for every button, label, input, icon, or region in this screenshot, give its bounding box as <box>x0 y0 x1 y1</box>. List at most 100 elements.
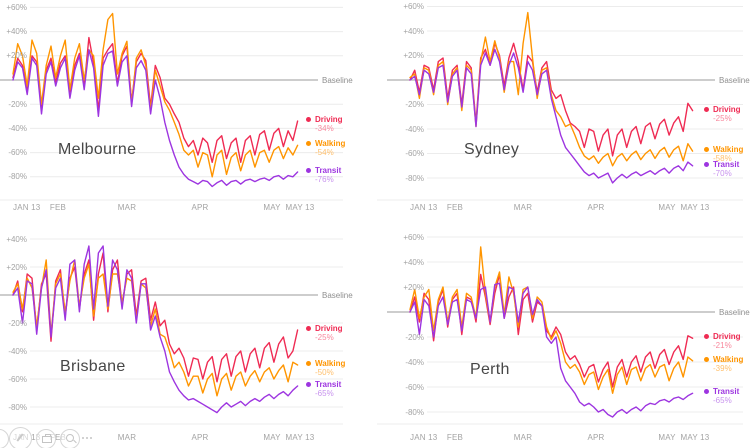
legend-series-value: -70% <box>713 169 732 178</box>
city-label-perth: Perth <box>470 361 510 378</box>
legend-series-name: Transit <box>315 166 342 175</box>
x-axis-label: MAY <box>658 433 676 442</box>
legend-series-value: -54% <box>315 148 334 157</box>
legend-series-value: -39% <box>713 364 732 373</box>
driving-legend-dot <box>306 117 311 122</box>
y-axis-label: +20% <box>6 263 27 272</box>
melbourne-plot <box>0 6 343 201</box>
y-axis-label: +60% <box>403 233 424 242</box>
x-axis-label: MAR <box>513 433 533 442</box>
sydney-plot <box>377 6 743 201</box>
chart-melbourne: Melbourne +60% +40% +20% -20% -40% -60% -80% Ba… <box>0 0 377 224</box>
legend-series-name: Walking <box>713 145 744 154</box>
x-axis-label: FEB <box>446 433 464 442</box>
x-axis-label: MAY 13 <box>680 203 710 212</box>
x-axis-label: MAY <box>658 203 676 212</box>
transit-line <box>409 282 694 418</box>
x-axis-label: MAY 13 <box>285 203 315 212</box>
legend-walking: Walking -39% <box>704 355 743 373</box>
toolbar-button-partial[interactable] <box>0 429 9 448</box>
y-axis-label: -40% <box>405 125 424 134</box>
driving-line <box>409 42 694 157</box>
y-axis-label: -60% <box>405 383 424 392</box>
x-axis-label: JAN 13 <box>410 433 438 442</box>
y-axis-label: +40% <box>6 27 27 36</box>
legend-series-value: -34% <box>315 124 334 133</box>
share-icon[interactable] <box>9 427 32 448</box>
search-icon-glyph <box>66 434 74 442</box>
legend-series-name: Driving <box>713 105 741 114</box>
city-label-melbourne: Melbourne <box>58 141 137 158</box>
legend-driving: Driving -25% <box>306 324 343 342</box>
walking-legend-dot <box>306 361 311 366</box>
x-axis-label: MAY 13 <box>285 433 315 442</box>
y-axis-label: +20% <box>403 51 424 60</box>
legend-series-name: Transit <box>713 160 740 169</box>
walking-legend-dot <box>306 141 311 146</box>
perth-plot <box>377 236 743 425</box>
x-axis-label: MAR <box>117 433 137 442</box>
x-axis-label: MAY <box>263 203 281 212</box>
x-axis-label: APR <box>587 433 605 442</box>
legend-series-name: Driving <box>713 332 741 341</box>
legend-series-value: -25% <box>713 114 732 123</box>
legend-driving: Driving -34% <box>306 115 343 133</box>
y-axis-label: +60% <box>6 3 27 12</box>
y-axis-label: +40% <box>403 258 424 267</box>
y-axis-label: -20% <box>8 319 27 328</box>
baseline-label: Baseline <box>719 308 750 317</box>
x-axis-label: MAY 13 <box>680 433 710 442</box>
legend-series-name: Transit <box>713 387 740 396</box>
y-axis-label: -60% <box>8 375 27 384</box>
x-axis-label: FEB <box>446 203 464 212</box>
driving-line <box>12 36 299 164</box>
transit-line <box>12 245 299 414</box>
legend-series-name: Walking <box>713 355 744 364</box>
y-axis-label: +60% <box>403 2 424 11</box>
transit-legend-dot <box>704 389 709 394</box>
walking-line <box>409 246 694 395</box>
y-axis-label: -40% <box>8 124 27 133</box>
chart-brisbane: Brisbane +40% +20% -20% -40% -60% -80% Baselin… <box>0 224 377 448</box>
search-icon[interactable] <box>60 429 80 448</box>
walking-legend-dot <box>704 147 709 152</box>
chart-sydney: Sydney +60% +40% +20% -20% -40% -60% -80% Basel… <box>377 0 754 224</box>
legend-series-value: -76% <box>315 175 334 184</box>
legend-transit: Transit -70% <box>704 160 739 178</box>
legend-series-name: Walking <box>315 359 346 368</box>
brisbane-plot <box>0 238 343 425</box>
driving-line <box>409 273 694 388</box>
transit-line <box>12 49 299 188</box>
driving-legend-dot <box>306 326 311 331</box>
legend-series-value: -58% <box>713 154 732 163</box>
floating-toolbar <box>0 426 110 448</box>
y-axis-label: -20% <box>405 100 424 109</box>
walking-line <box>12 259 299 397</box>
legend-walking: Walking -54% <box>306 139 345 157</box>
y-axis-label: -60% <box>8 148 27 157</box>
x-axis-label: FEB <box>49 433 67 442</box>
x-axis-label: MAY <box>263 433 281 442</box>
x-axis-label: MAR <box>117 203 137 212</box>
x-axis-label: APR <box>191 203 209 212</box>
chart-perth: Perth +60% +40% +20% -20% -40% -60% -80% Baseli… <box>377 224 754 448</box>
more-icon[interactable] <box>82 437 92 439</box>
y-axis-label: -80% <box>8 172 27 181</box>
legend-transit: Transit -65% <box>704 387 739 405</box>
share-icon-glyph <box>16 433 24 442</box>
baseline-label: Baseline <box>322 291 353 300</box>
print-icon[interactable] <box>36 429 56 448</box>
legend-series-value: -65% <box>713 396 732 405</box>
x-axis-label: MAR <box>513 203 533 212</box>
driving-legend-dot <box>704 334 709 339</box>
legend-series-value: -50% <box>315 368 334 377</box>
legend-transit: Transit -76% <box>306 166 341 184</box>
driving-line <box>12 252 299 383</box>
legend-series-value: -25% <box>315 333 334 342</box>
transit-legend-dot <box>306 382 311 387</box>
y-axis-label: -40% <box>405 358 424 367</box>
y-axis-label: +40% <box>403 27 424 36</box>
city-label-brisbane: Brisbane <box>60 358 126 375</box>
transit-legend-dot <box>306 168 311 173</box>
print-icon-glyph <box>42 434 52 443</box>
